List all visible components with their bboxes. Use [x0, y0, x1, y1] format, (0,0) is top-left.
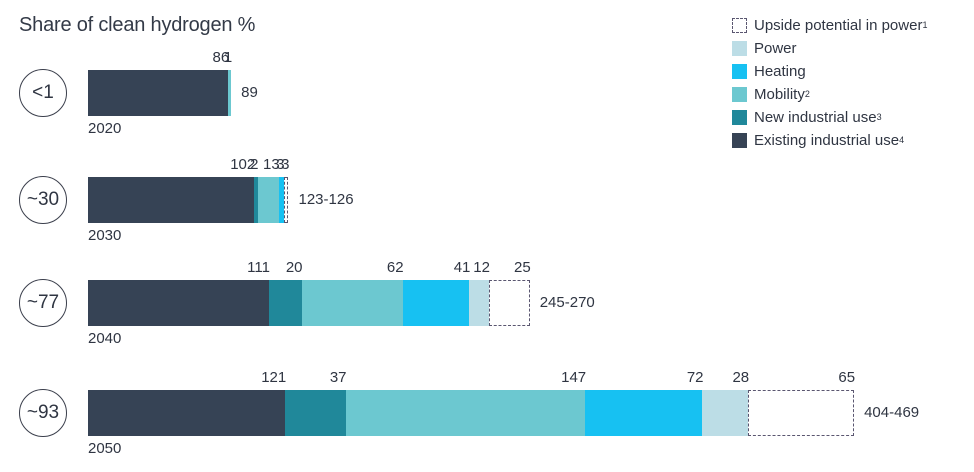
legend-item-power: Power	[732, 37, 927, 60]
bar-segment-power	[702, 390, 749, 436]
footnote-marker: 2	[804, 88, 810, 99]
legend-label: Heating	[754, 63, 806, 80]
segment-value-label: 2	[250, 156, 259, 173]
bar-segment-existing-industrial	[88, 390, 286, 436]
row-total: 123-126	[298, 191, 354, 208]
bar-segment-heating	[585, 390, 703, 436]
year-label: 2030	[88, 227, 122, 244]
stacked-bar-2020	[88, 70, 232, 116]
share-circle: ~77	[19, 279, 67, 327]
segment-value-label: 1	[223, 49, 233, 66]
bar-segment-mobility	[257, 177, 279, 223]
year-label: 2040	[88, 330, 122, 347]
share-circle: ~30	[19, 176, 67, 224]
share-circle: <1	[19, 69, 67, 117]
segment-value-label: 3	[276, 156, 285, 173]
bar-segment-existing-industrial	[88, 177, 255, 223]
share-circle: ~93	[19, 389, 67, 437]
legend-label: Power	[754, 40, 797, 57]
bar-segment-power	[469, 280, 489, 326]
segment-value-label: 102	[230, 156, 256, 173]
bar-segment-new-industrial	[285, 390, 346, 436]
bar-segment-upside	[488, 280, 530, 326]
footnote-marker: 1	[922, 19, 928, 30]
legend-item-existing-industrial: Existing industrial use 4	[732, 129, 927, 152]
row-total: 245-270	[539, 294, 595, 311]
segment-value-label: 41	[453, 259, 471, 276]
bar-segment-new-industrial	[268, 280, 302, 326]
segment-value-label: 37	[329, 369, 347, 386]
year-label: 2020	[88, 120, 122, 137]
legend-item-new-industrial: New industrial use 3	[732, 106, 927, 129]
segment-value-label: 28	[732, 369, 750, 386]
segment-value-label: 72	[686, 369, 704, 386]
legend-item-upside: Upside potential in power 1	[732, 14, 927, 37]
footnote-marker: 4	[899, 134, 905, 145]
segment-value-label: 111	[247, 259, 270, 276]
legend-label: Mobility	[754, 86, 805, 103]
legend-swatch	[732, 110, 747, 125]
year-label: 2050	[88, 440, 122, 457]
bar-segment-new-industrial	[254, 177, 258, 223]
bar-segment-upside	[748, 390, 855, 436]
footnote-marker: 3	[876, 111, 882, 122]
legend-swatch	[732, 87, 747, 102]
legend: Upside potential in power 1 Power Heating Mo…	[732, 14, 927, 152]
bar-segment-upside	[283, 177, 289, 223]
legend-label: Upside potential in power	[754, 17, 923, 34]
stacked-bar-2040	[88, 280, 530, 326]
chart-title: Share of clean hydrogen %	[19, 14, 256, 36]
legend-swatch	[732, 41, 747, 56]
bar-segment-existing-industrial	[88, 70, 229, 116]
stacked-bar-2030	[88, 177, 289, 223]
segment-value-label: 12	[473, 259, 490, 276]
segment-value-label: 147	[561, 369, 587, 386]
segment-value-label: 20	[285, 259, 303, 276]
bar-segment-heating	[402, 280, 470, 326]
legend-swatch	[732, 18, 747, 33]
legend-label: Existing industrial use	[754, 132, 900, 149]
segment-value-label: 13	[263, 156, 280, 173]
stacked-bar-2050	[88, 390, 855, 436]
segment-value-label: 3	[281, 156, 290, 173]
segment-value-label: 121	[261, 369, 287, 386]
bar-segment-mobility	[228, 70, 232, 116]
segment-value-label: 62	[386, 259, 404, 276]
legend-item-mobility: Mobility 2	[732, 83, 927, 106]
bar-segment-mobility	[301, 280, 403, 326]
segment-value-label: 65	[838, 369, 856, 386]
legend-label: New industrial use	[754, 109, 877, 126]
bar-segment-heating	[278, 177, 284, 223]
bar-segment-existing-industrial	[88, 280, 269, 326]
segment-value-label: 25	[514, 259, 531, 276]
legend-swatch	[732, 64, 747, 79]
segment-value-label: 86	[212, 49, 230, 66]
legend-item-heating: Heating	[732, 60, 927, 83]
bar-segment-mobility	[345, 390, 586, 436]
row-total: 404-469	[864, 404, 920, 421]
legend-swatch	[732, 133, 747, 148]
row-total: 89	[241, 84, 258, 101]
